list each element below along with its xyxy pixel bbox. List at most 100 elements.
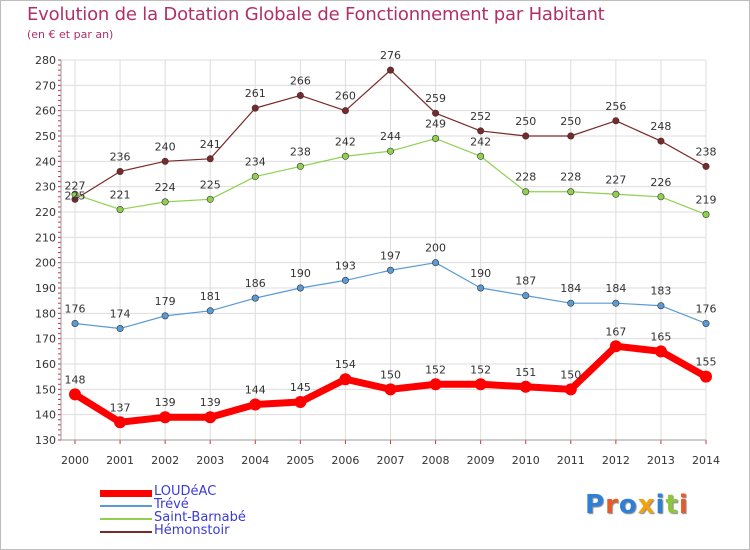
y-tick-label: 220: [35, 206, 56, 219]
data-point: [657, 302, 665, 310]
data-point: [294, 396, 307, 408]
data-label: 200: [425, 242, 446, 255]
data-label: 150: [560, 368, 581, 381]
data-point: [251, 294, 259, 302]
data-point: [341, 276, 349, 284]
data-label: 174: [110, 308, 131, 321]
data-point: [567, 188, 575, 196]
data-point: [161, 312, 169, 320]
data-label: 221: [110, 188, 131, 201]
x-tick-label: 2006: [331, 454, 359, 467]
data-point: [206, 155, 214, 163]
data-label: 234: [245, 156, 266, 169]
y-tick-label: 260: [35, 105, 56, 118]
data-point: [432, 109, 440, 117]
data-point: [114, 416, 127, 429]
data-label: 228: [560, 171, 581, 184]
data-point: [567, 299, 575, 307]
data-label: 151: [515, 366, 536, 379]
data-point: [522, 292, 530, 300]
data-point: [206, 195, 214, 203]
x-tick-label: 2007: [377, 454, 405, 467]
data-label: 241: [200, 138, 221, 151]
data-label: 179: [155, 295, 176, 308]
data-point: [609, 340, 622, 353]
logo-letter: i: [678, 490, 689, 520]
data-label: 193: [335, 259, 356, 272]
data-label: 148: [65, 373, 86, 386]
logo-letter: P: [585, 490, 606, 520]
x-tick-label: 2001: [106, 454, 134, 467]
data-label: 249: [425, 118, 446, 131]
y-tick-label: 240: [35, 155, 56, 168]
data-label: 219: [696, 194, 717, 207]
data-point: [386, 66, 394, 74]
data-label: 190: [290, 267, 311, 280]
data-point: [341, 107, 349, 115]
legend-swatch: [100, 505, 152, 507]
data-point: [567, 132, 575, 140]
x-tick-label: 2012: [602, 454, 630, 467]
data-label: 228: [515, 171, 536, 184]
data-label: 236: [110, 150, 131, 163]
legend-label: Trévé: [154, 497, 189, 512]
data-label: 186: [245, 277, 266, 290]
data-point: [700, 370, 712, 383]
data-point: [477, 284, 485, 292]
data-label: 154: [335, 358, 356, 371]
data-label: 183: [650, 285, 671, 298]
data-label: 137: [110, 401, 131, 414]
data-point: [251, 173, 259, 181]
data-point: [612, 117, 620, 125]
logo-letter: i: [655, 490, 666, 520]
data-point: [116, 167, 124, 175]
data-label: 152: [470, 363, 491, 376]
y-tick-label: 230: [35, 181, 56, 194]
data-label: 224: [155, 181, 176, 194]
data-point: [386, 266, 394, 274]
data-label: 242: [470, 135, 491, 148]
data-point: [116, 205, 124, 213]
data-label: 250: [560, 115, 581, 128]
data-label: 184: [605, 282, 626, 295]
data-point: [296, 91, 304, 99]
data-label: 176: [696, 302, 717, 315]
data-point: [161, 157, 169, 165]
data-point: [477, 127, 485, 135]
data-label: 238: [290, 145, 311, 158]
data-point: [161, 198, 169, 206]
data-point: [522, 188, 530, 196]
data-point: [702, 211, 710, 219]
legend-swatch: [100, 531, 152, 533]
data-label: 144: [245, 384, 266, 397]
data-label: 165: [650, 330, 671, 343]
x-tick-label: 2005: [286, 454, 314, 467]
logo-letter: x: [637, 490, 656, 520]
y-tick-label: 150: [35, 383, 56, 396]
data-label: 250: [515, 115, 536, 128]
data-label: 197: [380, 249, 401, 262]
data-point: [116, 325, 124, 333]
data-label: 261: [245, 87, 266, 100]
y-tick-label: 280: [35, 54, 56, 67]
data-label: 225: [65, 189, 86, 202]
legend-label: LOUDéAC: [154, 484, 217, 499]
x-tick-label: 2008: [422, 454, 450, 467]
data-label: 242: [335, 135, 356, 148]
data-label: 184: [560, 282, 581, 295]
data-label: 187: [515, 275, 536, 288]
logo-letter: o: [618, 490, 638, 520]
x-tick-label: 2009: [467, 454, 495, 467]
data-point: [702, 319, 710, 327]
data-point: [296, 162, 304, 170]
data-label: 167: [605, 325, 626, 338]
y-tick-label: 160: [35, 358, 56, 371]
data-label: 259: [425, 92, 446, 105]
y-tick-label: 210: [35, 231, 56, 244]
x-tick-label: 2011: [557, 454, 585, 467]
y-tick-label: 180: [35, 307, 56, 320]
data-point: [564, 383, 577, 396]
y-tick-label: 270: [35, 79, 56, 92]
y-tick-label: 130: [35, 434, 56, 447]
data-point: [71, 319, 79, 327]
